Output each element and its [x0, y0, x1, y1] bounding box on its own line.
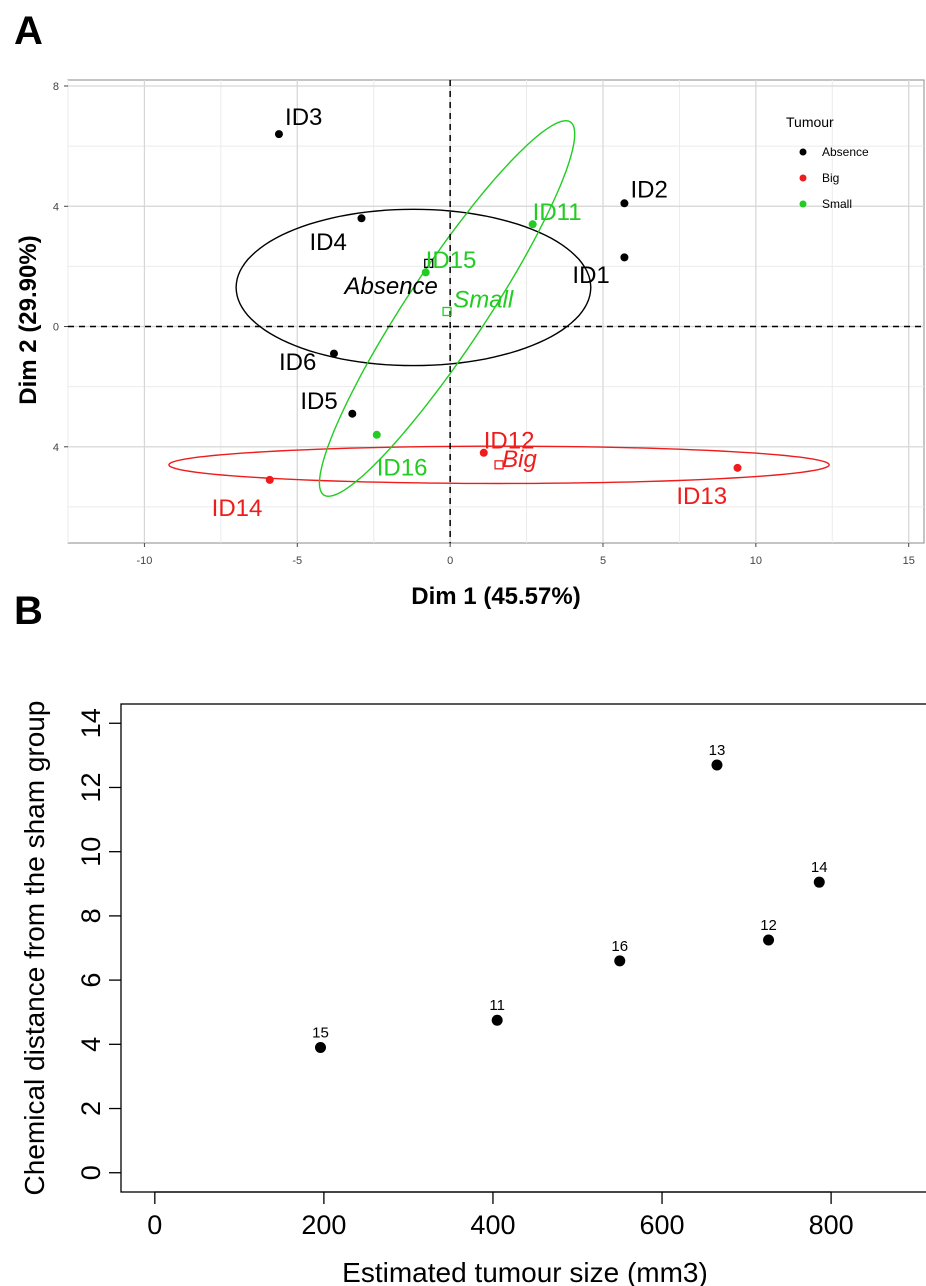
scatter-point-label-16: 16: [611, 938, 628, 955]
pca-points: ID1 ID2 ID3 ID4 ID5 ID6 ID11 ID12 ID13 ID14 ID15 ID…: [212, 104, 742, 522]
pca-x-tick-label: 5: [600, 555, 606, 567]
point-id5: [348, 409, 357, 418]
pca-y-tick-label: 4: [53, 442, 59, 454]
scatter-point-label-14: 14: [811, 859, 828, 876]
scatter-plot-box: [120, 703, 926, 1193]
point-id13: [733, 463, 742, 472]
scatter-y-tick-label: 2: [76, 1101, 106, 1116]
point-label-id16: ID16: [377, 454, 428, 481]
legend-marker-absence: [799, 148, 807, 156]
pca-group-centroids: Absence Big Small: [343, 258, 537, 473]
legend-label-small: Small: [822, 197, 852, 211]
point-id15: [421, 268, 430, 277]
scatter-y-tick-label: 14: [76, 708, 106, 738]
scatter-y-tick-label: 10: [76, 837, 106, 867]
centroid-absence: [424, 258, 434, 269]
scatter-point-label-11: 11: [489, 997, 505, 1014]
pca-zero-lines: [68, 80, 924, 543]
scatter-x-axis-title: Estimated tumour size (mm3): [342, 1257, 708, 1286]
scatter-point-16: [614, 955, 626, 967]
centroid-big: [494, 460, 504, 470]
pca-ticks: -10 -5 0 5 10 15 4 0 4 8: [53, 81, 915, 567]
ellipse-small: [318, 119, 576, 498]
point-label-id4: ID4: [310, 229, 347, 256]
legend-marker-small: [799, 200, 807, 208]
scatter-point-12: [763, 934, 775, 946]
scatter-point-15: [315, 1042, 327, 1054]
point-label-id12: ID12: [484, 427, 535, 454]
legend-label-big: Big: [822, 171, 839, 185]
pca-legend: Tumour Absence Big Small: [786, 114, 869, 211]
pca-plot-frame: [67, 79, 925, 544]
scatter-x-tick-label: 400: [470, 1210, 515, 1240]
centroid-small: [442, 306, 452, 317]
pca-x-tick-label: 0: [447, 555, 453, 567]
scatter-y-tick-label: 8: [76, 908, 106, 923]
pca-y-axis-title: Dim 2 (29.90%): [15, 235, 42, 404]
scatter-x-tick-label: 0: [147, 1210, 162, 1240]
scatter-x-tick-label: 800: [809, 1210, 854, 1240]
pca-x-axis-title: Dim 1 (45.57%): [411, 583, 580, 610]
ellipse-big: [168, 445, 830, 485]
scatter-y-tick-label: 4: [76, 1037, 106, 1052]
point-id4: [357, 214, 366, 223]
point-id6: [329, 349, 338, 358]
scatter-x-tick-label: 600: [639, 1210, 684, 1240]
legend-marker-big: [799, 174, 807, 182]
pca-confidence-ellipses: [168, 119, 830, 498]
scatter-y-tick-label: 0: [76, 1165, 106, 1180]
point-id11: [528, 220, 537, 229]
pca-y-tick-label: 8: [53, 81, 59, 93]
legend-title: Tumour: [786, 114, 834, 130]
scatter-point-label-15: 15: [312, 1025, 329, 1042]
point-label-id1: ID1: [572, 262, 609, 289]
point-label-id6: ID6: [279, 349, 316, 376]
scatter-axis-ticks: 0 200 400 600 800 0 2 4 6 8 10 12 14: [76, 708, 854, 1240]
scatter-x-tick-label: 200: [301, 1210, 346, 1240]
pca-grid: [67, 80, 924, 543]
scatter-point-13: [711, 759, 723, 771]
group-label-big: Big: [502, 446, 537, 473]
pca-x-tick-label: -5: [292, 555, 302, 567]
legend-label-absence: Absence: [822, 145, 869, 159]
point-id14: [265, 475, 274, 484]
scatter-y-tick-label: 12: [76, 772, 106, 802]
point-id1: [620, 253, 629, 262]
point-label-id13: ID13: [676, 483, 727, 510]
panel-b-letter: B: [14, 589, 43, 633]
point-label-id5: ID5: [300, 388, 337, 415]
point-label-id2: ID2: [631, 176, 668, 203]
point-id3: [274, 130, 283, 139]
scatter-y-tick-label: 6: [76, 973, 106, 988]
tumour-size-scatter-plot: 0 200 400 600 800 0 2 4 6 8 10 12 14 15 11 16 13 12 14 Es…: [19, 701, 926, 1286]
pca-x-tick-label: -10: [136, 555, 152, 567]
point-id16: [372, 430, 381, 439]
pca-y-tick-label: 0: [53, 322, 59, 334]
group-label-small: Small: [453, 286, 514, 313]
scatter-point-label-13: 13: [709, 742, 726, 759]
point-label-id15: ID15: [426, 247, 477, 274]
point-id12: [479, 448, 488, 457]
scatter-point-label-12: 12: [760, 917, 777, 934]
panel-a-letter: A: [14, 9, 43, 53]
point-label-id11: ID11: [533, 199, 582, 226]
pca-x-tick-label: 10: [750, 555, 762, 567]
group-label-absence: Absence: [343, 273, 438, 300]
scatter-point-14: [813, 876, 825, 888]
scatter-point-11: [491, 1014, 503, 1026]
pca-y-tick-label: 4: [53, 201, 59, 213]
point-id2: [620, 199, 629, 208]
scatter-y-axis-title: Chemical distance from the sham group: [19, 701, 50, 1196]
pca-x-tick-label: 15: [903, 555, 915, 567]
point-label-id14: ID14: [212, 495, 263, 522]
scatter-points: 15 11 16 13 12 14: [312, 742, 828, 1054]
ellipse-absence: [235, 208, 592, 367]
point-label-id3: ID3: [285, 104, 322, 131]
